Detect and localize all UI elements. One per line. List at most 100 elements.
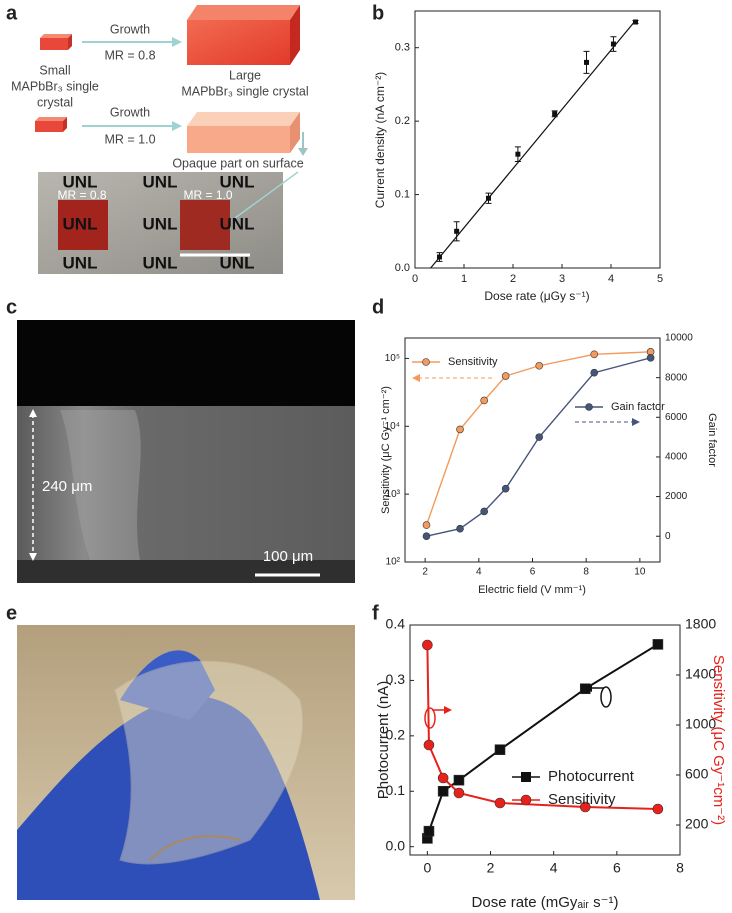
crystal-label: MAPbBr₃ single	[11, 79, 99, 93]
panel-c: 240 μm 100 μm	[17, 320, 355, 583]
y-axis-label: Current density (nA cm⁻²)	[373, 72, 387, 208]
series-line	[426, 357, 651, 537]
annotation	[444, 706, 452, 714]
y-tick-label: 0.0	[386, 837, 406, 853]
photo-text: UNL	[143, 253, 178, 272]
y2-tick-label: 600	[685, 766, 709, 782]
annotation	[424, 707, 436, 729]
x-tick-label: 6	[530, 567, 536, 578]
panel-label: a	[6, 2, 18, 24]
y-axis-label: Sensitivity (μC Gy⁻¹ cm⁻²)	[380, 386, 392, 514]
panel-label: f	[372, 602, 379, 624]
marker	[437, 785, 449, 797]
crystal-label: Small	[39, 63, 70, 77]
marker	[633, 19, 638, 25]
marker	[486, 195, 491, 201]
y-tick-label: 0.4	[386, 616, 406, 632]
annotation	[584, 684, 592, 692]
plot-frame	[404, 337, 661, 563]
marker	[453, 774, 465, 786]
photo-text: UNL	[63, 172, 98, 191]
marker	[437, 254, 442, 260]
marker	[454, 228, 460, 234]
photo-text: UNL	[63, 253, 98, 272]
marker	[480, 396, 488, 405]
series-line	[426, 643, 659, 839]
y-tick-label: 10⁵	[385, 353, 400, 364]
charts: 0 1 2 3 4 5 0.0 0.1 0.2 0.3 Dose rate (μGy s⁻¹) Cur…	[373, 10, 727, 911]
y-tick-label: 0.2	[386, 727, 406, 743]
y2-tick-label: 2000	[665, 491, 688, 502]
plot-frame	[409, 624, 681, 856]
panel-label: e	[6, 602, 17, 624]
x-tick-label: 10	[634, 567, 646, 578]
x-tick-label: 0	[412, 273, 418, 285]
legend-label: Sensitivity	[548, 791, 616, 808]
y2-tick-label: 200	[685, 816, 709, 832]
y-tick-label: 10⁴	[385, 421, 400, 432]
plot-frame	[414, 10, 661, 269]
marker	[652, 803, 664, 815]
y2-tick-label: 1800	[685, 616, 716, 632]
y2-axis-label: Sensitivity (μC Gy⁻¹cm⁻²)	[710, 655, 727, 825]
thickness-label: 240 μm	[42, 478, 92, 495]
marker	[423, 825, 435, 837]
marker	[494, 797, 506, 809]
marker	[535, 433, 544, 441]
marker	[501, 372, 510, 380]
y2-tick-label: 4000	[665, 452, 688, 463]
marker	[579, 801, 591, 813]
y-tick-label: 10³	[386, 489, 401, 500]
arrow-label: MR = 1.0	[104, 132, 155, 146]
x-tick-label: 6	[613, 860, 621, 876]
y-tick-label: 0.2	[395, 115, 410, 127]
photo-label: MR = 1.0	[183, 188, 232, 202]
marker	[456, 524, 464, 533]
marker	[646, 354, 655, 362]
x-tick-label: 2	[510, 273, 516, 285]
y-axis-label: Photocurrent (nA)	[375, 681, 392, 799]
x-tick-label: 5	[657, 273, 663, 285]
marker	[480, 507, 488, 516]
marker	[422, 521, 431, 529]
arrow-label: Growth	[110, 22, 150, 36]
marker	[423, 739, 435, 751]
note: Opaque part on surface	[172, 156, 303, 170]
marker	[535, 361, 544, 370]
x-tick-label: 3	[559, 273, 565, 285]
x-tick-label: 2	[487, 860, 495, 876]
legend-marker	[422, 358, 430, 366]
y-tick-label: 0.1	[395, 188, 410, 200]
photo-text: UNL	[63, 214, 98, 233]
crystal-label: crystal	[37, 95, 73, 109]
marker	[456, 425, 464, 434]
x-tick-label: 4	[608, 273, 614, 285]
scale-bar-label: 100 μm	[263, 548, 313, 565]
x-tick-label: 4	[476, 567, 482, 578]
x-tick-label: 8	[676, 860, 684, 876]
x-axis-label: Dose rate (μGy s⁻¹)	[484, 289, 589, 303]
photo-label: MR = 0.8	[57, 188, 106, 202]
y-tick-label: 0.0	[395, 262, 410, 274]
x-tick-label: 0	[423, 860, 431, 876]
marker	[515, 151, 521, 157]
x-tick-label: 8	[583, 567, 589, 578]
legend-arrow-head	[412, 374, 420, 382]
marker	[453, 787, 465, 799]
legend-marker	[521, 772, 531, 782]
marker	[422, 639, 433, 651]
photo-text: UNL	[220, 214, 255, 233]
y2-axis-label: Gain factor	[706, 413, 718, 467]
x-tick-label: 4	[550, 860, 558, 876]
legend-label: Sensitivity	[448, 356, 498, 368]
panel-label: c	[6, 296, 17, 318]
panel-label: d	[372, 296, 384, 318]
x-axis-label: Electric field (V mm⁻¹)	[478, 584, 586, 596]
marker	[590, 368, 599, 377]
y2-tick-label: 1000	[685, 716, 716, 732]
marker	[584, 59, 589, 65]
y-tick-label: 10²	[386, 557, 401, 568]
crystal-label: MAPbBr₃ single crystal	[181, 84, 308, 98]
x-axis-label: Dose rate (mGyₐᵢᵣ s⁻¹)	[472, 894, 619, 911]
x-tick-label: 1	[461, 273, 467, 285]
